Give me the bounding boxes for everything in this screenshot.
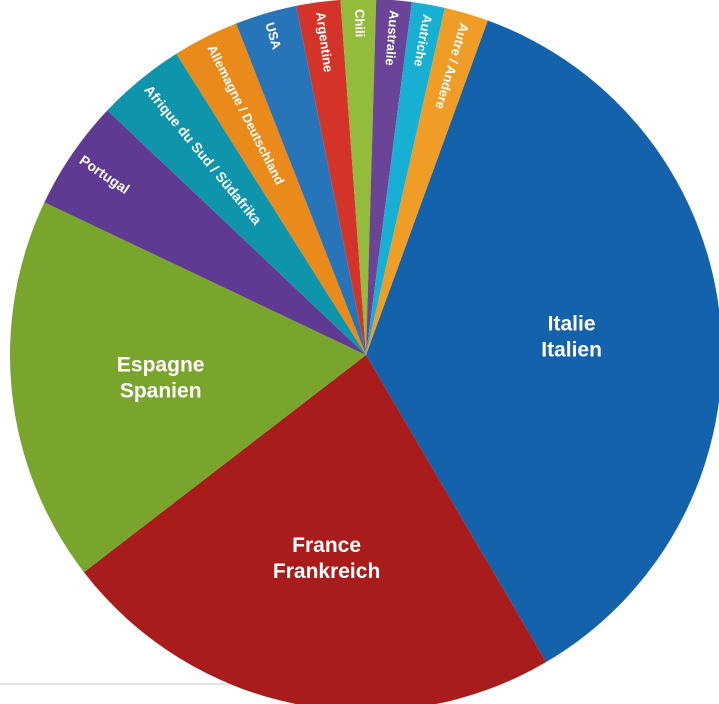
slice-label-line: Italie xyxy=(548,313,596,336)
pie-slice-france xyxy=(83,355,547,704)
pie-slice-portugal xyxy=(44,110,366,356)
pie-slices xyxy=(9,0,719,704)
slice-label-line: Spanien xyxy=(120,379,202,402)
slice-label-espagne: Espagne Spanien xyxy=(117,353,205,402)
slice-label-italie: Italie Italien xyxy=(541,313,602,362)
pie-slice-autre-andere xyxy=(366,7,488,355)
pie-slice-chili xyxy=(340,0,377,355)
slice-label-line: France xyxy=(292,534,361,557)
pie-labels: Italie Italien France Frankreich Espagne Span… xyxy=(77,9,602,583)
slice-label-line: Italien xyxy=(541,339,602,362)
slice-label-line: Espagne xyxy=(117,353,205,376)
pie-slice-autriche xyxy=(366,1,445,355)
slice-label-line: Frankreich xyxy=(273,560,380,583)
slice-label-chili: Chili xyxy=(352,9,368,37)
slice-label-france: France Frankreich xyxy=(273,534,380,583)
pie-slice-argentine xyxy=(296,0,366,355)
pie-slice-italie xyxy=(366,20,719,663)
pie-slice-afrique-du-sud-sudafrika xyxy=(107,53,366,355)
pie-slice-usa xyxy=(236,5,366,356)
slice-label-australie: Australie xyxy=(382,10,401,67)
pie-slice-espagne xyxy=(9,202,366,573)
pie-slice-allemagne-deutschland xyxy=(176,23,366,355)
pie-slice-australie xyxy=(366,0,412,355)
